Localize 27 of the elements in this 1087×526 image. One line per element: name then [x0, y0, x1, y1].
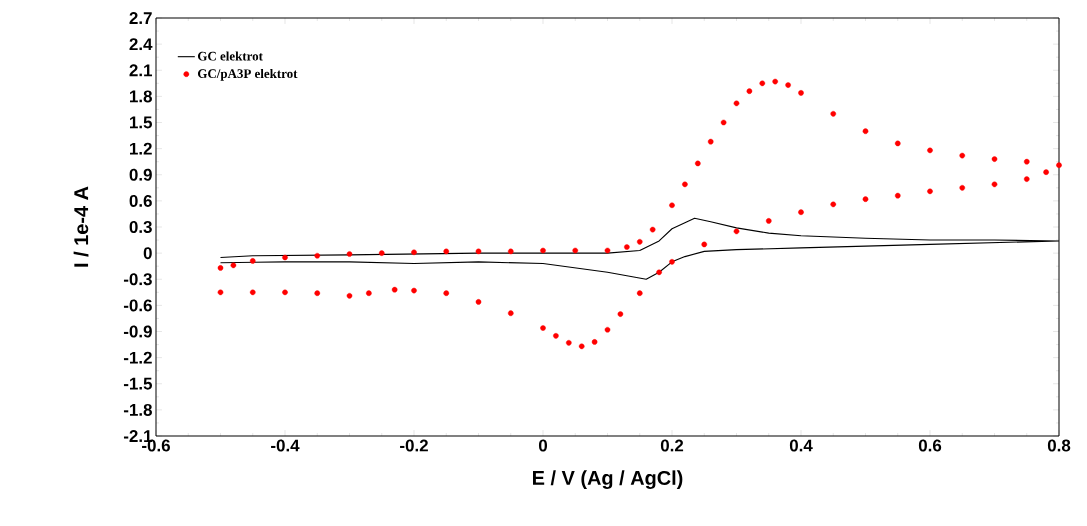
- y-tick-label: 1.8: [130, 90, 152, 103]
- legend-label: GC elektrot: [197, 51, 263, 61]
- x-tick-label: 0.8: [1047, 439, 1071, 452]
- x-tick-label: -0.2: [400, 439, 428, 452]
- y-tick-label: -0.9: [123, 325, 152, 338]
- x-axis-title: E / V (Ag / AgCl): [533, 470, 683, 490]
- y-tick-label: 2.1: [129, 64, 153, 77]
- y-tick-label: -0.3: [123, 273, 152, 286]
- x-tick-label: 0.6: [918, 439, 942, 452]
- x-tick-label: 0.4: [789, 439, 813, 452]
- y-tick-label: 1.5: [130, 116, 153, 129]
- y-tick-label: 0: [143, 247, 152, 260]
- y-tick-label: -1.8: [123, 403, 152, 416]
- x-tick-label: 0.2: [660, 439, 684, 452]
- y-tick-label: 0.9: [129, 168, 152, 181]
- y-tick-label: 2.4: [129, 38, 153, 51]
- x-tick-label: -0.4: [271, 439, 300, 452]
- y-tick-label: -1.5: [123, 377, 153, 390]
- y-tick-label: 0.3: [129, 220, 152, 234]
- y-tick-label: 1.2: [130, 142, 152, 155]
- y-axis-title: I / 1e-4 A: [73, 186, 89, 267]
- y-tick-label: -0.6: [123, 299, 152, 312]
- y-tick-label: 0.6: [129, 194, 152, 207]
- y-tick-label: 2.7: [129, 12, 152, 24]
- x-tick-label: 0: [538, 439, 548, 452]
- legend-label: GC/pA3P elektrot: [197, 68, 298, 81]
- y-tick-label: -1.2: [123, 351, 152, 364]
